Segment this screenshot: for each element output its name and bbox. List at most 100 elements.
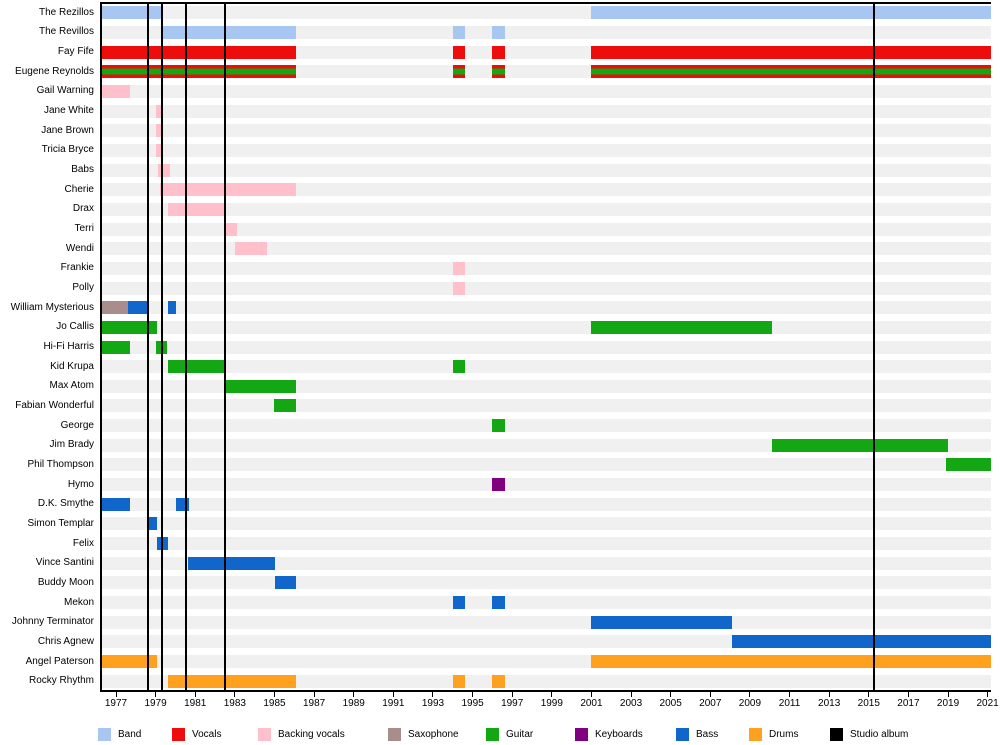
timeline-bar-vocals [100, 45, 297, 59]
row-background [100, 458, 991, 472]
timeline-bar-guitar [452, 360, 465, 374]
axis-tick-label: 2013 [818, 698, 841, 709]
member-label: Terri [74, 223, 94, 235]
legend-swatch-keyboards [575, 728, 588, 741]
axis-tick [868, 692, 870, 697]
axis-tick-label: 1997 [501, 698, 524, 709]
timeline-bar-bass [100, 497, 130, 511]
row-background [100, 104, 991, 118]
row-background [100, 596, 991, 610]
axis-tick [828, 692, 830, 697]
timeline-bar-vocals_guitar [492, 65, 506, 79]
row-background [100, 84, 991, 98]
member-label: Eugene Reynolds [15, 65, 94, 77]
legend-swatch-band [98, 728, 111, 741]
timeline-bar-drums [591, 655, 991, 668]
row-background [100, 163, 991, 177]
member-label: Babs [71, 164, 94, 176]
axis-tick-label: 2009 [738, 698, 762, 709]
member-label: Chris Agnew [37, 635, 94, 647]
member-label: Simon Templar [27, 517, 94, 529]
axis-tick-label: 2007 [699, 698, 722, 709]
axis-tick [353, 692, 355, 697]
studio-album-line [872, 2, 875, 692]
timeline-bar-backing_vocals [452, 261, 465, 275]
member-label: Buddy Moon [37, 576, 94, 588]
timeline-bar-drums [452, 674, 465, 688]
timeline-bar-backing_vocals [452, 281, 465, 295]
timeline-bar-guitar [492, 419, 506, 433]
axis-tick-label: 1981 [184, 698, 207, 709]
axis-tick [155, 692, 157, 697]
row-background [100, 261, 991, 275]
member-label: Drax [72, 203, 94, 215]
member-label: Phil Thompson [27, 458, 94, 470]
member-label: Kid Krupa [50, 360, 94, 372]
axis-tick [551, 692, 553, 697]
row-background [100, 379, 991, 393]
row-background [100, 183, 991, 197]
timeline-bar-bass [591, 615, 733, 629]
row-background [100, 537, 991, 551]
row-background [100, 360, 991, 374]
row-background [100, 222, 991, 236]
timeline-bar-bass [732, 635, 991, 649]
axis-tick-label: 1993 [421, 698, 445, 709]
timeline-bar-drums [492, 674, 506, 688]
member-label: Jim Brady [49, 439, 94, 451]
member-label: Wendi [65, 242, 94, 254]
axis-tick-label: 2003 [619, 698, 643, 709]
row-background [100, 615, 991, 629]
member-label: Johnny Terminator [11, 616, 94, 628]
axis-tick [472, 692, 474, 697]
row-background [100, 576, 991, 590]
timeline-bar-backing_vocals [157, 163, 171, 177]
member-label: Polly [72, 282, 94, 294]
legend-swatch-backing_vocals [258, 728, 271, 741]
timeline-bar-bass [188, 556, 276, 570]
row-background [100, 340, 991, 354]
member-label: Hymo [67, 478, 94, 490]
timeline-bar-guitar [167, 360, 224, 374]
timeline-bar-guitar [946, 458, 991, 472]
timeline-bar-guitar [591, 320, 772, 334]
member-label: Max Atom [49, 380, 94, 392]
member-label: Frankie [60, 262, 94, 274]
timeline-bar-bass [127, 301, 148, 315]
axis-tick [789, 692, 791, 697]
axis-tick-label: 1989 [342, 698, 365, 709]
timeline-bar-vocals_guitar [100, 65, 297, 79]
timeline-bar-backing_vocals [155, 124, 163, 138]
member-label: The Rezillos [38, 6, 94, 18]
member-label: D.K. Smythe [37, 498, 94, 510]
row-background [100, 202, 991, 216]
axis-tick [511, 692, 513, 697]
axis-tick-label: 1999 [540, 698, 563, 709]
axis-tick [313, 692, 315, 697]
axis-tick-label: 1979 [144, 698, 167, 709]
legend-label-guitar: Guitar [506, 729, 534, 740]
member-label: Tricia Bryce [41, 144, 94, 156]
legend-swatch-saxophone [388, 728, 401, 741]
timeline-bar-backing_vocals [155, 143, 163, 157]
axis-tick [273, 692, 275, 697]
legend-swatch-bass [676, 728, 689, 741]
legend-swatch-drums [749, 728, 762, 741]
legend-swatch-vocals [172, 728, 185, 741]
legend-label-bass: Bass [696, 729, 719, 740]
axis-tick [630, 692, 632, 697]
timeline-bar-keyboards [492, 478, 506, 492]
timeline-bar-band [161, 25, 297, 39]
timeline-bar-bass [492, 596, 506, 610]
axis-tick-label: 2001 [580, 698, 603, 709]
timeline-bar-guitar [771, 438, 948, 452]
axis-tick-label: 1983 [223, 698, 246, 709]
member-label: Mekon [63, 596, 94, 608]
axis-tick-label: 1977 [104, 698, 128, 709]
axis-tick-label: 1991 [382, 698, 405, 709]
member-label: Fabian Wonderful [15, 399, 94, 411]
legend-label-drums: Drums [769, 729, 799, 740]
member-label: The Revillos [38, 26, 94, 38]
axis-tick-label: 2017 [897, 698, 920, 709]
